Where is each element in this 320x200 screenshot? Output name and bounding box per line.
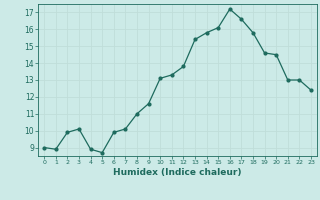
X-axis label: Humidex (Indice chaleur): Humidex (Indice chaleur) [113, 168, 242, 177]
